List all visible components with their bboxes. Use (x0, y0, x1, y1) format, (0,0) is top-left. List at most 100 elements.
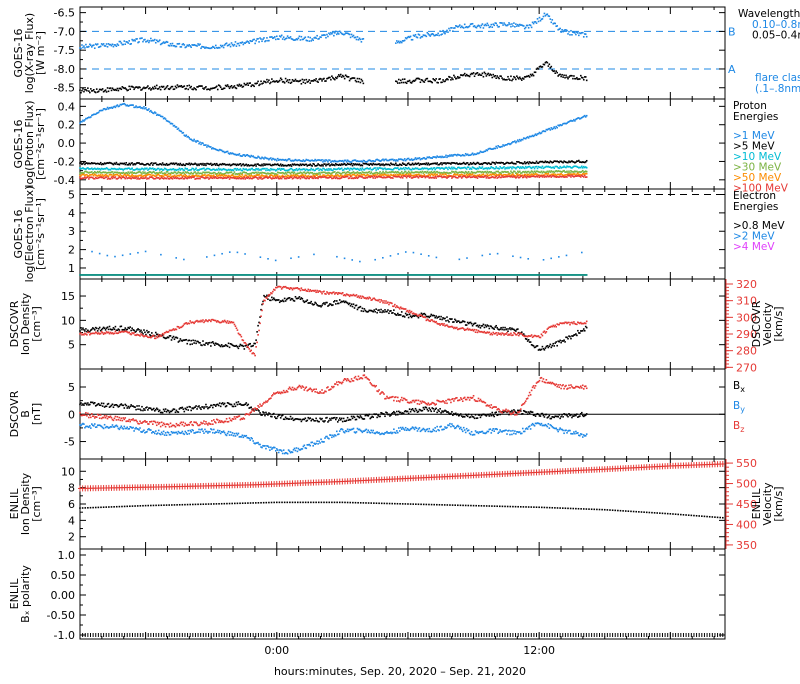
data-point (537, 18, 539, 20)
data-point (351, 34, 353, 36)
data-point (395, 42, 397, 44)
data-point (259, 84, 261, 86)
data-point (411, 82, 413, 84)
data-point (533, 23, 535, 25)
data-point (541, 132, 543, 134)
data-point (401, 82, 403, 84)
data-point (560, 76, 562, 78)
data-point (290, 257, 292, 259)
data-point (402, 177, 404, 179)
y-tick-label: 1 (68, 262, 75, 275)
data-point (277, 158, 279, 160)
data-point (413, 252, 415, 254)
data-point (244, 253, 246, 255)
data-point (144, 39, 146, 41)
data-point (298, 256, 300, 258)
data-point (217, 169, 219, 171)
data-point (515, 163, 517, 165)
data-point (141, 173, 143, 175)
flare-class-label: A (728, 63, 736, 76)
data-point (446, 156, 448, 158)
data-point (490, 24, 492, 26)
data-point (106, 43, 108, 45)
data-point (550, 18, 552, 20)
data-point (503, 22, 505, 24)
data-point (396, 81, 398, 83)
data-point (334, 32, 336, 34)
data-point (161, 171, 163, 173)
data-point (361, 169, 363, 171)
data-point (277, 174, 279, 176)
data-point (317, 81, 319, 83)
data-point (501, 146, 503, 148)
data-point (439, 78, 441, 80)
data-point (419, 157, 421, 159)
data-point (494, 168, 496, 170)
data-point (497, 171, 499, 173)
data-point (128, 173, 130, 175)
data-point (305, 36, 307, 38)
data-point (568, 170, 570, 172)
data-point (435, 157, 437, 159)
data-point (359, 261, 361, 263)
data-point (115, 107, 117, 109)
data-point (121, 42, 123, 44)
data-point (236, 169, 238, 171)
data-point (441, 33, 443, 35)
data-point (406, 82, 408, 84)
data-point (516, 25, 518, 27)
data-point (451, 27, 453, 29)
data-point (178, 128, 180, 130)
data-point (436, 257, 438, 259)
data-point (179, 43, 181, 45)
data-point (233, 170, 235, 172)
data-point (159, 86, 161, 88)
data-point (201, 85, 203, 87)
data-point (254, 43, 256, 45)
data-point (479, 152, 481, 154)
data-point (93, 89, 95, 91)
data-point (203, 168, 205, 170)
data-point (312, 178, 314, 180)
data-point (322, 161, 324, 163)
data-point (174, 88, 176, 90)
data-point (283, 176, 285, 178)
data-point (90, 88, 92, 90)
data-point (257, 172, 259, 174)
data-point (210, 163, 212, 165)
data-point (415, 79, 417, 81)
data-point (442, 30, 444, 32)
data-point (335, 31, 337, 33)
data-point (313, 164, 315, 166)
data-point (486, 25, 488, 27)
data-point (155, 87, 157, 89)
data-point (129, 164, 131, 166)
data-point (410, 36, 412, 38)
data-point (468, 166, 470, 168)
data-point (343, 76, 345, 78)
data-point (231, 85, 233, 87)
data-point (324, 163, 326, 165)
data-point (155, 162, 157, 164)
right-y-tick-label: 320 (736, 278, 757, 291)
data-point (119, 105, 121, 107)
data-point (482, 166, 484, 168)
data-point (321, 159, 323, 161)
data-point (327, 161, 329, 163)
data-point (500, 75, 502, 77)
data-point (233, 173, 235, 175)
data-point (153, 88, 155, 90)
data-point (583, 36, 585, 38)
data-point (304, 79, 306, 81)
data-point (351, 163, 353, 165)
data-point (112, 178, 114, 180)
data-point (538, 68, 540, 70)
data-point (351, 161, 353, 163)
data-point (404, 158, 406, 160)
data-point (510, 26, 512, 28)
panel-frame (80, 279, 725, 369)
data-point (229, 178, 231, 180)
y-tick-label: 0.0 (58, 137, 76, 150)
data-point (469, 76, 471, 78)
